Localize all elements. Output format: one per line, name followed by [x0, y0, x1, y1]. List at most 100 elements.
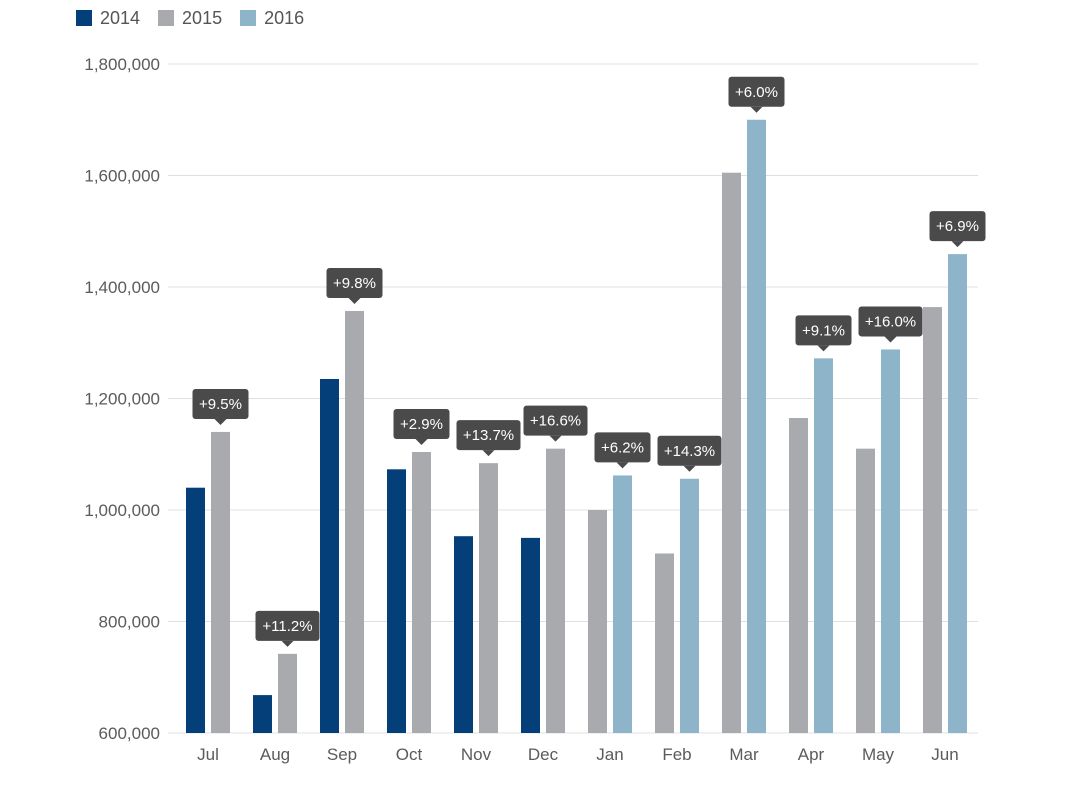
x-tick-label: Jan [596, 745, 623, 764]
callouts: +9.5% +11.2% +9.8% +2.9% +13.7% +16.6% +6.2% +1… [192, 76, 986, 647]
x-tick-label: Dec [528, 745, 559, 764]
callout-label: +9.8% [333, 275, 376, 292]
bar-nov-2015[interactable] [479, 463, 498, 733]
legend-swatch-2014 [76, 10, 92, 26]
callout-label: +9.1% [802, 322, 845, 339]
y-tick-label: 1,000,000 [84, 501, 160, 520]
callout-box [929, 211, 986, 242]
bar-apr-2015[interactable] [789, 418, 808, 733]
bar-jun-2016[interactable] [948, 254, 967, 734]
callout-pointer [817, 345, 830, 352]
bar-jan-2016[interactable] [613, 475, 632, 733]
x-tick-label: Feb [662, 745, 691, 764]
callout-label: +9.5% [199, 396, 242, 413]
callout-label: +16.0% [865, 313, 916, 330]
callout-label: +6.2% [601, 439, 644, 456]
x-tick-label: Sep [327, 745, 357, 764]
x-tick-label: Aug [260, 745, 290, 764]
legend-label-2016: 2016 [264, 7, 305, 28]
callout-pointer [683, 465, 696, 472]
x-tick-label: Apr [798, 745, 825, 764]
bar-feb-2015[interactable] [655, 553, 674, 733]
callout-nov: +13.7% [456, 420, 521, 457]
callout-pointer [482, 450, 495, 457]
legend-label-2014: 2014 [100, 7, 141, 28]
chart-legend: 2014 2015 2016 [76, 6, 304, 30]
callout-box [393, 409, 450, 440]
callout-label: +14.3% [664, 443, 715, 460]
bar-jun-2015[interactable] [923, 307, 942, 733]
callout-label: +13.7% [463, 427, 514, 444]
callout-box [728, 76, 785, 107]
callout-pointer [750, 106, 763, 113]
legend-item-2014[interactable]: 2014 [76, 8, 140, 29]
callout-box [657, 435, 722, 466]
callout-pointer [884, 336, 897, 343]
bar-jul-2015[interactable] [211, 431, 230, 733]
y-tick-label: 600,000 [99, 724, 160, 743]
callout-label: +6.9% [936, 218, 979, 235]
callout-label: +6.0% [735, 84, 778, 101]
callout-may: +16.0% [858, 306, 923, 343]
callout-box [858, 306, 923, 337]
callout-box [255, 610, 320, 641]
callout-pointer [281, 640, 294, 647]
bar-sep-2015[interactable] [345, 310, 364, 733]
callout-pointer [616, 462, 629, 469]
x-tick-label: May [862, 745, 895, 764]
callout-apr: +9.1% [795, 315, 852, 352]
legend-swatch-2015 [158, 10, 175, 26]
legend-label-2015: 2015 [182, 7, 223, 28]
x-tick-label: Jun [931, 745, 958, 764]
bar-jul-2014[interactable] [186, 487, 205, 733]
y-axis: 600,000 800,000 1,000,000 1,200,000 1,400,00… [84, 55, 160, 743]
callout-pointer [951, 241, 964, 248]
y-tick-label: 1,800,000 [84, 55, 160, 74]
x-tick-label: Oct [396, 745, 423, 764]
bar-may-2016[interactable] [881, 349, 900, 733]
bar-dec-2014[interactable] [521, 537, 540, 733]
callout-box [326, 267, 383, 298]
callout-pointer [214, 418, 227, 425]
y-tick-label: 1,200,000 [84, 390, 160, 409]
callout-dec: +16.6% [523, 405, 588, 442]
callout-pointer [415, 439, 428, 446]
bar-nov-2014[interactable] [454, 536, 473, 733]
legend-swatch-2016 [240, 10, 257, 26]
bar-oct-2015[interactable] [412, 452, 431, 733]
callout-label: +11.2% [262, 618, 312, 635]
bar-apr-2016[interactable] [814, 358, 833, 733]
bar-dec-2015[interactable] [546, 448, 565, 733]
bars [186, 119, 967, 734]
y-tick-label: 1,600,000 [84, 167, 160, 186]
callout-label: +2.9% [400, 416, 443, 433]
callout-aug: +11.2% [255, 610, 320, 647]
callout-jun: +6.9% [929, 211, 986, 248]
bar-aug-2014[interactable] [253, 695, 272, 733]
x-tick-label: Jul [197, 745, 219, 764]
callout-oct: +2.9% [393, 409, 450, 446]
callout-label: +16.6% [530, 413, 581, 430]
legend-item-2016[interactable]: 2016 [240, 8, 304, 29]
bar-may-2015[interactable] [856, 448, 875, 733]
legend-item-2015[interactable]: 2015 [158, 8, 222, 29]
bar-jan-2015[interactable] [588, 510, 607, 733]
bar-feb-2016[interactable] [680, 478, 699, 733]
callout-jul: +9.5% [192, 388, 249, 425]
callout-sep: +9.8% [326, 267, 383, 304]
callout-mar: +6.0% [728, 76, 785, 113]
x-tick-label: Nov [461, 745, 492, 764]
callout-box [795, 315, 852, 346]
bar-mar-2016[interactable] [747, 119, 766, 733]
x-axis: Jul Aug Sep Oct Nov Dec Jan Feb Mar Apr May Jun [197, 745, 959, 764]
callout-pointer [549, 435, 562, 442]
y-tick-label: 800,000 [99, 613, 160, 632]
bar-aug-2015[interactable] [278, 653, 297, 733]
callout-box [523, 405, 588, 436]
callout-jan: +6.2% [594, 432, 651, 469]
bar-mar-2015[interactable] [722, 172, 741, 733]
bar-oct-2014[interactable] [387, 469, 406, 733]
bar-sep-2014[interactable] [320, 378, 339, 733]
callout-box [594, 432, 651, 463]
